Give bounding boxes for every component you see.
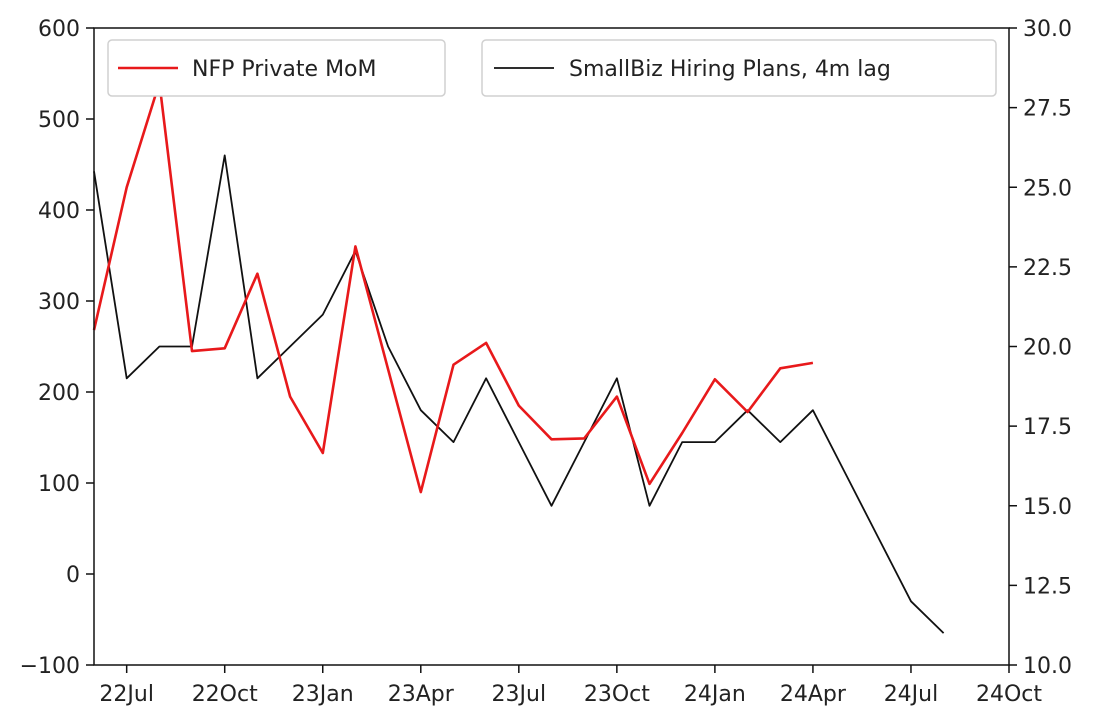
y-right-tick-label: 22.5 [1023,256,1072,281]
legend: NFP Private MoM SmallBiz Hiring Plans, 4… [107,39,997,97]
y-left-tick-label: 200 [38,381,80,406]
legend-entry-smallbiz: SmallBiz Hiring Plans, 4m lag [481,39,997,97]
y-right-tick-label: 30.0 [1023,17,1072,42]
y-right-tick-label: 10.0 [1023,654,1072,679]
x-tick-label: 24Jan [684,682,746,707]
y-right-tick-label: 27.5 [1023,97,1072,122]
x-tick-label: 24Apr [780,682,847,707]
x-tick-label: 23Jul [492,682,547,707]
y-right-tick-label: 17.5 [1023,415,1072,440]
legend-label-smallbiz: SmallBiz Hiring Plans, 4m lag [569,57,891,82]
x-tick-label: 22Oct [192,682,258,707]
y-right-tick-label: 12.5 [1023,574,1072,599]
y-right-tick-label: 15.0 [1023,495,1072,520]
y-left-tick-label: 100 [38,472,80,497]
series-line-smallbiz-hiring-plans [93,154,945,634]
x-tick-label: 22Jul [99,682,154,707]
x-tick-label: 24Oct [976,682,1042,707]
y-right-tick-label: 25.0 [1023,176,1072,201]
x-tick-label: 24Jul [884,682,939,707]
y-left-tick-label: 500 [38,108,80,133]
x-tick-label: 23Apr [388,682,455,707]
legend-label-nfp: NFP Private MoM [192,57,377,82]
x-tick-label: 23Jan [292,682,354,707]
y-left-tick-label: 0 [66,563,80,588]
x-tick-label: 23Oct [584,682,650,707]
plot-frame [93,27,1010,666]
legend-box-nfp [107,39,446,97]
y-left-tick-label: −100 [20,654,80,679]
y-right-tick-label: 20.0 [1023,336,1072,361]
y-left-tick-label: 300 [38,290,80,315]
legend-entry-nfp: NFP Private MoM [107,39,446,97]
y-left-tick-label: 400 [38,199,80,224]
legend-box-smallbiz [481,39,997,97]
y-left-tick-label: 600 [38,17,80,42]
series-line-nfp-private-mom [92,81,814,494]
